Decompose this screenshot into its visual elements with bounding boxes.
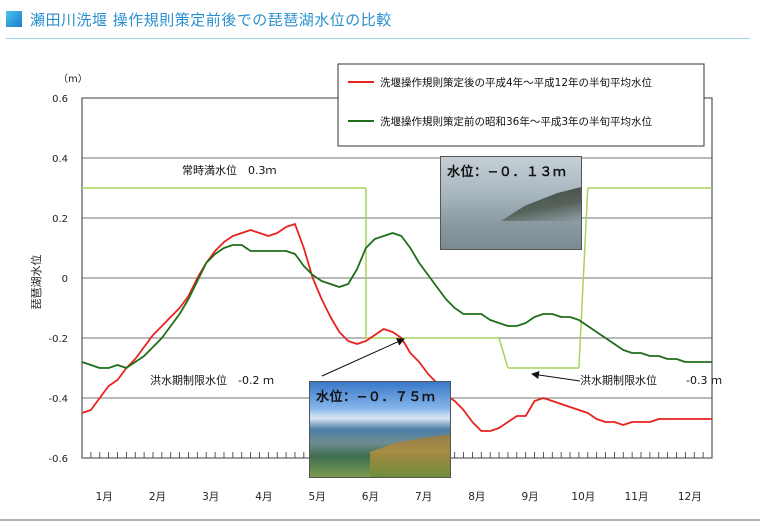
lake-photo-minus-0-75: 水位：−０．７５ｍ xyxy=(309,381,451,478)
x-month-label: 2月 xyxy=(149,491,166,503)
x-month-label: 12月 xyxy=(678,491,702,503)
x-month-label: 11月 xyxy=(625,491,649,503)
series-line-after-rules xyxy=(81,223,712,432)
legend-label-green: 洗堰操作規則策定前の昭和36年～平成3年の半旬平均水位 xyxy=(380,115,653,128)
arrow-to-sept-level xyxy=(531,371,581,382)
legend-box xyxy=(337,63,705,147)
x-month-label: 4月 xyxy=(255,491,272,503)
axis-layer: 0.6 0.4 0.2 0 -0.2 -0.4 -0.6 1月 2月 3月 4月 5月 6月 7月 8月 9月… xyxy=(0,94,760,521)
annotation-normal-full-level: 常時満水位 0.3ｍ xyxy=(182,163,277,177)
y-tick-label: 0.2 xyxy=(52,214,68,225)
y-tick-label: 0 xyxy=(62,274,68,285)
annotation-flood-limit-0-2: 洪水期制限水位 -0.2 ｍ xyxy=(150,373,274,387)
x-month-label: 9月 xyxy=(522,491,539,503)
legend: 洗堰操作規則策定後の平成4年～平成12年の半旬平均水位 洗堰操作規則策定前の昭和… xyxy=(337,63,705,147)
photo-caption: 水位：−０．７５ｍ xyxy=(316,390,436,405)
x-month-label: 3月 xyxy=(202,491,219,503)
x-month-label: 5月 xyxy=(309,491,326,503)
photo-caption: 水位：−０．１３ｍ xyxy=(447,165,567,180)
x-month-label: 10月 xyxy=(571,491,595,503)
x-month-label: 1月 xyxy=(96,491,113,503)
title-divider xyxy=(6,38,750,39)
lake-photo-minus-0-13: 水位：−０．１３ｍ xyxy=(440,156,582,250)
reference-segment xyxy=(498,337,509,369)
reference-line-layer xyxy=(82,187,712,369)
y-unit-label: （m） xyxy=(58,73,88,85)
legend-label-red: 洗堰操作規則策定後の平成4年～平成12年の半旬平均水位 xyxy=(380,76,653,89)
y-tick-label: -0.4 xyxy=(48,394,68,405)
page-title: 瀬田川洗堰 操作規則策定前後での琵琶湖水位の比較 xyxy=(30,11,392,29)
title-bar: 瀬田川洗堰 操作規則策定前後での琵琶湖水位の比較 xyxy=(0,0,760,42)
series-layer xyxy=(81,223,712,432)
y-tick-label: 0.4 xyxy=(52,154,68,165)
arrow-to-june-level xyxy=(321,338,405,377)
y-axis-label: 琵琶湖水位 xyxy=(29,255,43,310)
shoreline-shape xyxy=(501,187,581,221)
x-month-label: 6月 xyxy=(362,491,379,503)
reed-bed-shape xyxy=(370,434,450,477)
annotation-flood-limit-0-3: -0.3 ｍ xyxy=(686,374,722,387)
y-tick-label: -0.2 xyxy=(48,334,68,345)
x-month-label: 8月 xyxy=(468,491,485,503)
x-month-label: 7月 xyxy=(415,491,432,503)
y-tick-label: -0.6 xyxy=(48,454,68,465)
y-tick-label: 0.6 xyxy=(52,94,68,105)
series-line-before-rules xyxy=(81,232,712,369)
annotation-flood-limit-label: 洪水期制限水位 xyxy=(580,373,657,387)
title-square-icon xyxy=(6,11,22,27)
reference-segment xyxy=(578,187,589,369)
